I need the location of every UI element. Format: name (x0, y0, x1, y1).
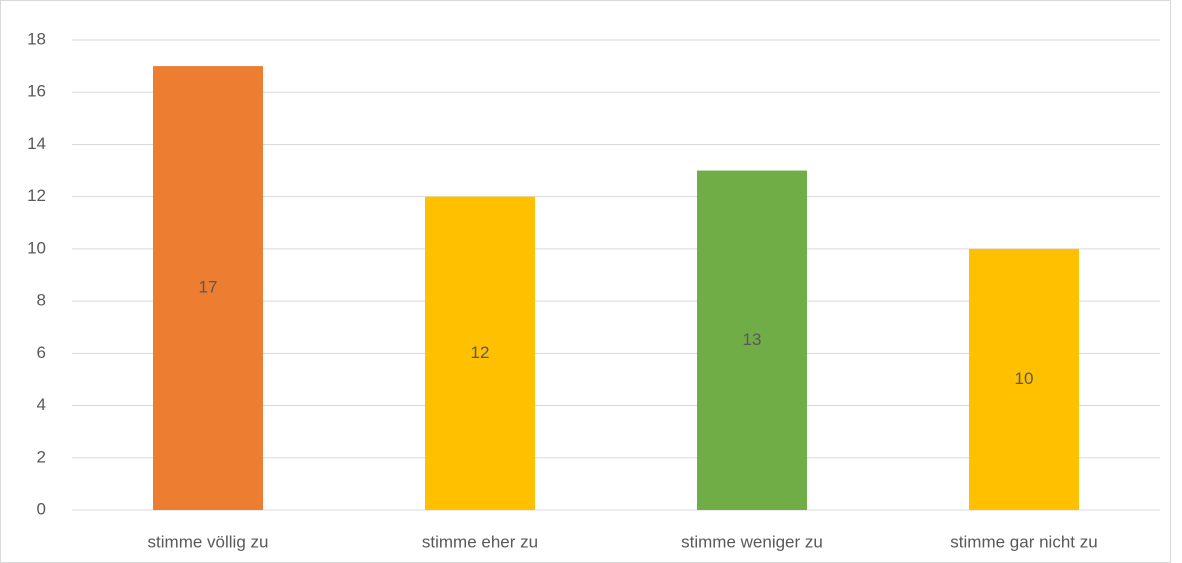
data-label: 13 (743, 330, 762, 349)
data-label: 12 (471, 343, 490, 362)
y-tick-label: 0 (37, 499, 46, 518)
y-tick-label: 16 (27, 82, 46, 101)
y-tick-label: 6 (37, 343, 46, 362)
x-tick-label: stimme völlig zu (148, 532, 269, 551)
data-label: 17 (199, 278, 218, 297)
bar (697, 170, 807, 511)
y-tick-label: 12 (27, 186, 46, 205)
data-label: 10 (1015, 369, 1034, 388)
bar (425, 196, 535, 510)
x-tick-label: stimme eher zu (422, 532, 538, 551)
y-tick-label: 10 (27, 238, 46, 257)
x-tick-label: stimme gar nicht zu (950, 532, 1097, 551)
y-tick-label: 2 (37, 447, 46, 466)
y-tick-label: 8 (37, 291, 46, 310)
x-tick-label: stimme weniger zu (681, 532, 823, 551)
y-tick-label: 14 (27, 134, 46, 153)
y-tick-label: 18 (27, 29, 46, 48)
y-tick-label: 4 (37, 395, 46, 414)
bar (153, 66, 263, 510)
bar (969, 248, 1079, 510)
